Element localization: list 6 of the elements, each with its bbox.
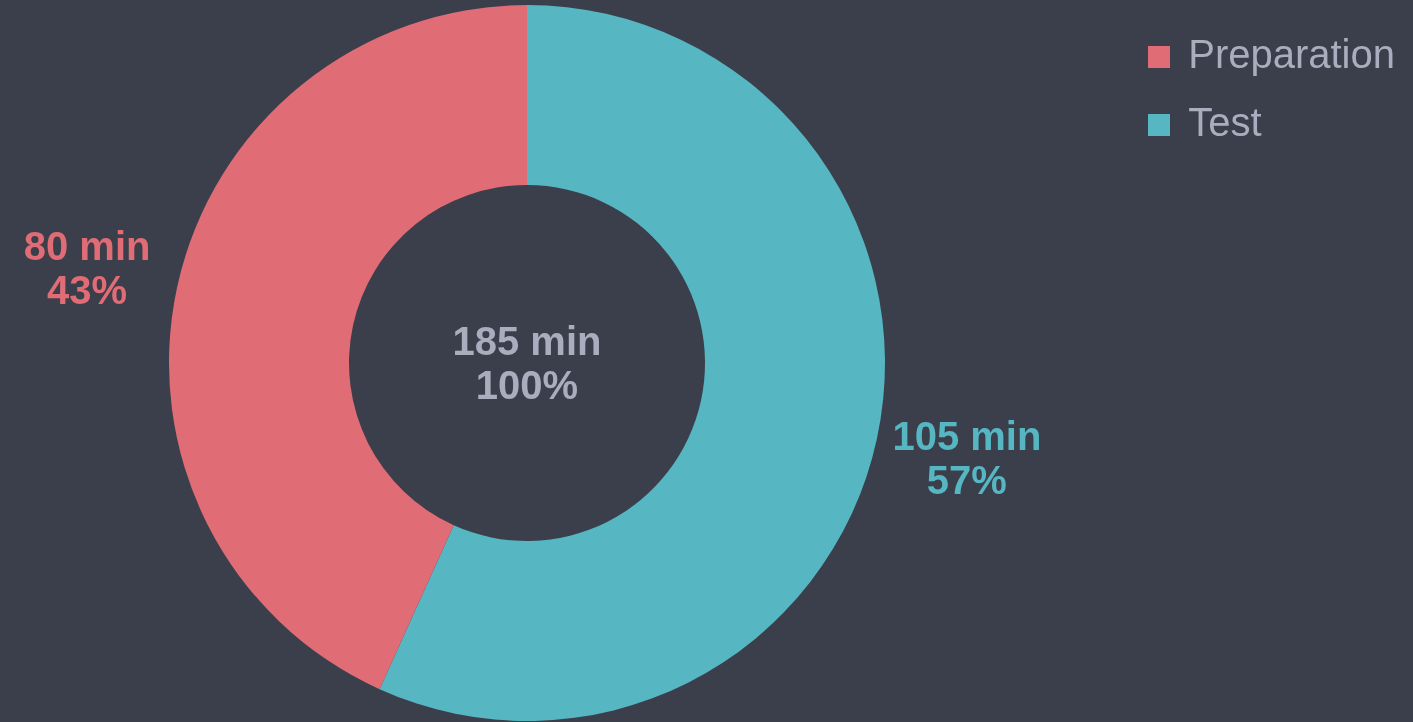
legend-label: Test [1188,100,1262,144]
legend-label: Preparation [1188,32,1395,76]
data-label: 80 min 43% [23,224,151,313]
data-label: 105 min 57% [892,413,1042,502]
donut-slice [379,5,885,721]
text: 185 min 100% [452,319,602,407]
